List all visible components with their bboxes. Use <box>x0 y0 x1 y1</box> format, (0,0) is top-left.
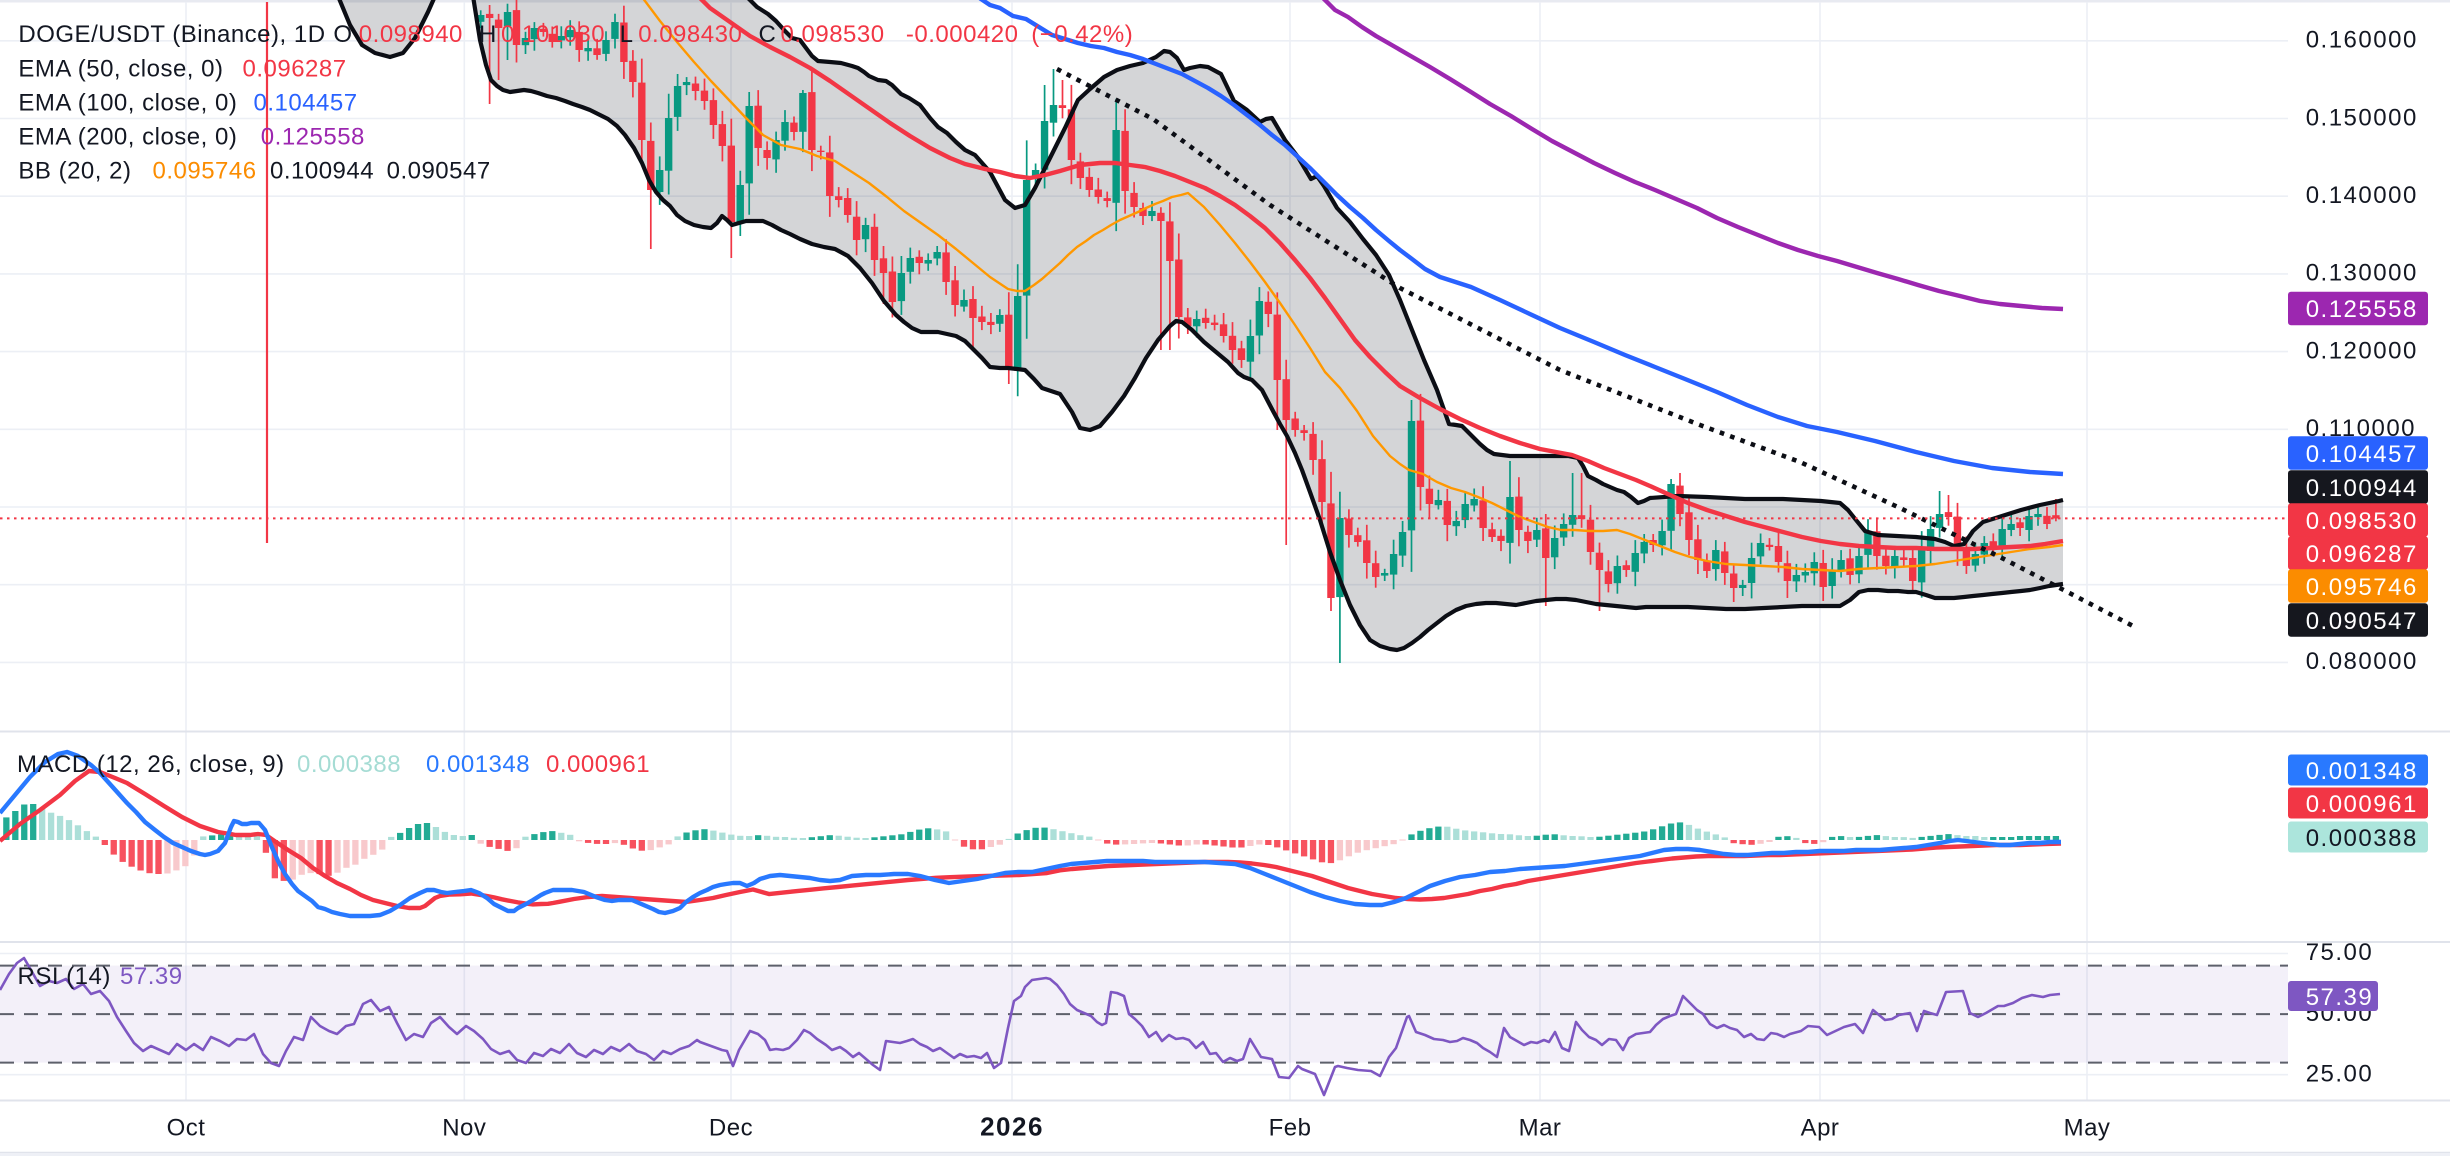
svg-text:Dec: Dec <box>709 1115 753 1142</box>
svg-text:0.096287: 0.096287 <box>2306 541 2418 568</box>
svg-text:0.000961: 0.000961 <box>546 751 650 778</box>
svg-text:0.095746: 0.095746 <box>153 157 257 184</box>
svg-text:0.098530: 0.098530 <box>2306 508 2418 535</box>
svg-text:57.39: 57.39 <box>2306 984 2374 1011</box>
svg-text:Apr: Apr <box>1801 1115 1840 1142</box>
svg-text:0.095746: 0.095746 <box>2306 574 2418 601</box>
svg-text:EMA (100, close, 0): EMA (100, close, 0) <box>18 89 237 116</box>
svg-text:0.090547: 0.090547 <box>387 157 491 184</box>
svg-text:75.00: 75.00 <box>2306 939 2374 966</box>
svg-text:Oct: Oct <box>167 1115 206 1142</box>
svg-text:BB (20, 2): BB (20, 2) <box>18 157 131 184</box>
svg-text:0.001348: 0.001348 <box>426 751 530 778</box>
svg-text:0.096287: 0.096287 <box>243 56 347 83</box>
svg-text:0.098430: 0.098430 <box>638 21 742 48</box>
svg-text:H: H <box>479 21 497 48</box>
svg-text:0.125558: 0.125558 <box>2306 296 2418 323</box>
svg-text:0.000961: 0.000961 <box>2306 791 2418 818</box>
svg-text:0.104457: 0.104457 <box>254 89 358 116</box>
svg-text:EMA (200, close, 0): EMA (200, close, 0) <box>18 123 237 150</box>
svg-text:0.140000: 0.140000 <box>2306 182 2418 209</box>
svg-text:0.100944: 0.100944 <box>2306 475 2418 502</box>
svg-text:May: May <box>2064 1115 2111 1142</box>
svg-text:0.120000: 0.120000 <box>2306 337 2418 364</box>
svg-text:MACD (12, 26, close, 9): MACD (12, 26, close, 9) <box>17 751 285 778</box>
svg-text:DOGE/USDT (Binance), 1D: DOGE/USDT (Binance), 1D <box>18 21 325 48</box>
svg-text:0.098940: 0.098940 <box>359 21 463 48</box>
svg-text:25.00: 25.00 <box>2306 1061 2374 1088</box>
svg-text:2026: 2026 <box>980 1112 1044 1142</box>
svg-text:0.125558: 0.125558 <box>261 123 365 150</box>
svg-text:Nov: Nov <box>442 1115 486 1142</box>
svg-text:0.100944: 0.100944 <box>270 157 374 184</box>
svg-text:0.000388: 0.000388 <box>2306 825 2418 852</box>
svg-text:C: C <box>759 21 777 48</box>
svg-text:0.090547: 0.090547 <box>2306 608 2418 635</box>
svg-text:(−0.42%): (−0.42%) <box>1031 21 1133 48</box>
svg-text:57.39: 57.39 <box>120 963 183 990</box>
svg-text:0.130000: 0.130000 <box>2306 260 2418 287</box>
svg-text:0.101030: 0.101030 <box>501 21 605 48</box>
svg-text:0.098530: 0.098530 <box>781 21 885 48</box>
svg-text:0.160000: 0.160000 <box>2306 27 2418 54</box>
svg-text:EMA (50, close, 0): EMA (50, close, 0) <box>18 56 223 83</box>
svg-text:O: O <box>333 21 352 48</box>
svg-text:RSI (14): RSI (14) <box>18 963 111 990</box>
svg-text:Mar: Mar <box>1519 1115 1562 1142</box>
svg-text:0.104457: 0.104457 <box>2306 441 2418 468</box>
svg-text:0.080000: 0.080000 <box>2306 648 2418 675</box>
svg-text:L: L <box>620 21 634 48</box>
svg-text:Feb: Feb <box>1269 1115 1312 1142</box>
svg-text:0.150000: 0.150000 <box>2306 104 2418 131</box>
svg-text:-0.000420: -0.000420 <box>906 21 1019 48</box>
svg-text:0.001348: 0.001348 <box>2306 758 2418 785</box>
svg-text:0.000388: 0.000388 <box>297 751 401 778</box>
